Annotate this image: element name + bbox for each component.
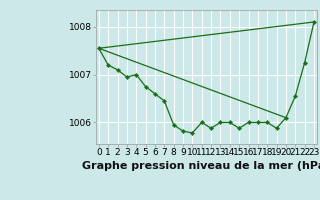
X-axis label: Graphe pression niveau de la mer (hPa): Graphe pression niveau de la mer (hPa) — [82, 161, 320, 171]
